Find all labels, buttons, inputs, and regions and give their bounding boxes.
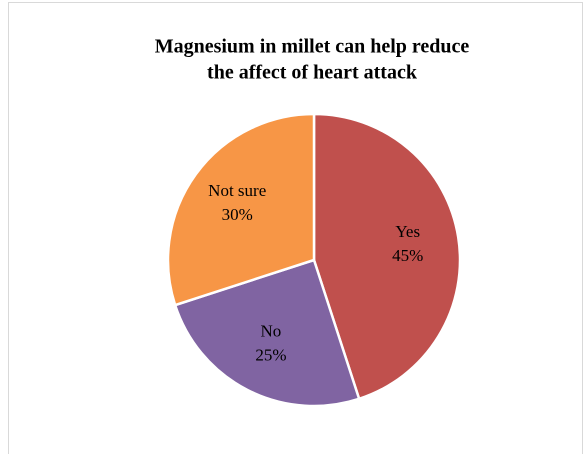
slice-value-label: 30% [222,205,253,224]
pie-slice [173,258,361,408]
slice-value-label: 25% [255,345,286,364]
chart-title: the affect of heart attack [207,62,418,84]
chart-title: Magnesium in millet can help reduce [155,36,470,58]
slice-category-label: Not sure [208,181,266,200]
chart-frame [8,2,583,454]
slice-category-label: No [261,321,282,340]
pie-slice [312,112,462,401]
slice-value-label: 45% [392,246,423,265]
slice-category-label: Yes [395,222,420,241]
pie-slice [166,112,316,307]
